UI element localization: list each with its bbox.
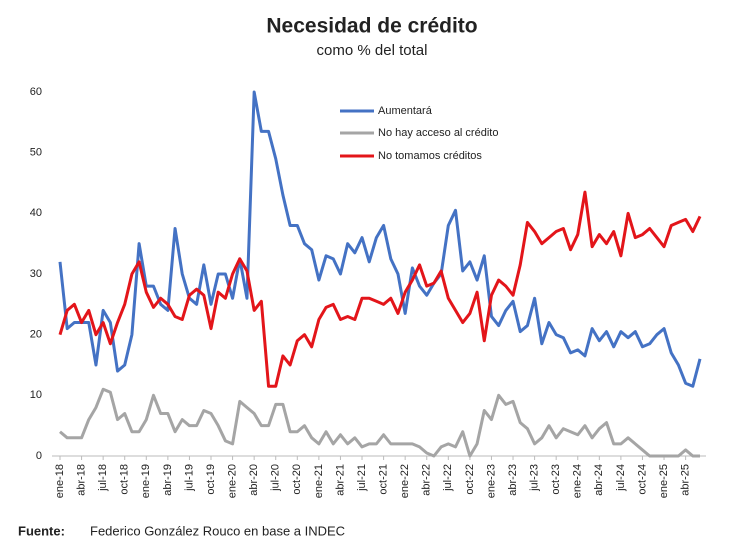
x-tick-label: jul-19 bbox=[183, 464, 195, 492]
x-tick-label: ene-19 bbox=[140, 464, 152, 498]
x-tick-label: abr-20 bbox=[248, 464, 260, 496]
legend-label: No tomamos créditos bbox=[378, 150, 482, 162]
chart-title: Necesidad de crédito bbox=[266, 15, 477, 38]
x-tick-label: jul-23 bbox=[529, 464, 541, 492]
x-tick-label: oct-22 bbox=[464, 464, 476, 495]
x-tick-label: jul-20 bbox=[270, 464, 282, 492]
source: Federico González Rouco en base a INDEC bbox=[90, 523, 345, 538]
x-tick-label: abr-19 bbox=[162, 464, 174, 496]
x-tick-label: ene-25 bbox=[658, 464, 670, 498]
x-tick-label: jul-22 bbox=[442, 464, 454, 492]
x-tick-label: oct-20 bbox=[291, 464, 303, 495]
x-tick-label: abr-24 bbox=[593, 464, 605, 496]
x-tick-label: abr-22 bbox=[421, 464, 433, 496]
x-tick-label: ene-21 bbox=[313, 464, 325, 498]
y-tick-label: 0 bbox=[36, 450, 42, 462]
x-tick-label: abr-18 bbox=[75, 464, 87, 496]
series-line bbox=[58, 190, 702, 388]
series-line bbox=[59, 387, 700, 458]
y-tick-label: 40 bbox=[30, 207, 42, 219]
x-tick-label: ene-20 bbox=[226, 464, 238, 498]
x-tick-label: jul-18 bbox=[97, 464, 109, 492]
x-tick-label: jul-21 bbox=[356, 464, 368, 492]
x-tick-label: oct-23 bbox=[550, 464, 562, 495]
y-tick-label: 30 bbox=[30, 268, 42, 280]
y-tick-label: 60 bbox=[30, 86, 42, 98]
x-tick-label: oct-18 bbox=[119, 464, 131, 495]
x-tick-label: abr-25 bbox=[680, 464, 692, 496]
source-label: Fuente: bbox=[18, 523, 65, 538]
x-tick-label: oct-19 bbox=[205, 464, 217, 495]
x-tick-label: ene-23 bbox=[485, 464, 497, 498]
x-tick-label: ene-24 bbox=[572, 464, 584, 498]
legend-label: Aumentará bbox=[378, 105, 433, 117]
y-tick-label: 50 bbox=[30, 147, 42, 159]
chart-subtitle: como % del total bbox=[317, 42, 428, 59]
x-tick-label: abr-23 bbox=[507, 464, 519, 496]
x-tick-label: ene-22 bbox=[399, 464, 411, 498]
y-tick-label: 20 bbox=[30, 329, 42, 341]
series-line bbox=[58, 90, 702, 388]
y-tick-label: 10 bbox=[30, 389, 42, 401]
x-tick-label: ene-18 bbox=[54, 464, 66, 498]
x-tick-label: abr-21 bbox=[334, 464, 346, 496]
legend-label: No hay acceso al crédito bbox=[378, 127, 498, 139]
x-tick-label: oct-21 bbox=[378, 464, 390, 495]
x-tick-label: jul-24 bbox=[615, 464, 627, 492]
x-tick-label: oct-24 bbox=[636, 464, 648, 495]
